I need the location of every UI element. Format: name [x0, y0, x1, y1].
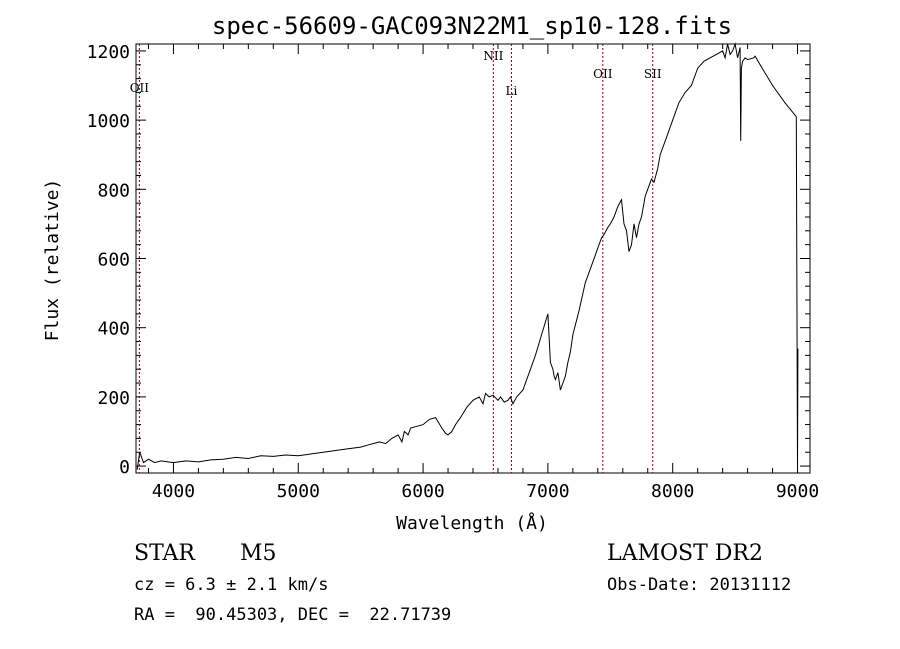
spectrum-line [136, 42, 799, 470]
y-tick-label: 1200 [87, 42, 130, 63]
plot-frame [135, 43, 811, 474]
object-class: STAR [134, 541, 196, 566]
y-tick-label: 1000 [87, 111, 130, 132]
line-marker-label: Li [506, 84, 518, 98]
line-marker-label: NII [483, 49, 503, 63]
line-marker-label: OII [130, 81, 150, 95]
y-axis-label: Flux (relative) [42, 179, 63, 342]
y-tick-label: 600 [97, 250, 130, 271]
plot-border [135, 43, 811, 474]
x-tick-label: 8000 [651, 481, 694, 502]
chart-title: spec-56609-GAC093N22M1_sp10-128.fits [212, 12, 732, 40]
x-tick-label: 6000 [401, 481, 444, 502]
x-tick-label: 5000 [277, 481, 320, 502]
x-axis-label: Wavelength (Å) [396, 512, 548, 534]
y-tick-label: 0 [119, 457, 130, 478]
x-tick-label: 9000 [776, 481, 819, 502]
observation-date: Obs-Date: 20131112 [607, 575, 791, 595]
cz-value: cz = 6.3 ± 2.1 km/s [134, 575, 328, 595]
ra-dec-coordinates: RA = 90.45303, DEC = 22.71739 [134, 605, 451, 625]
y-tick-label: 200 [97, 388, 130, 409]
line-marker-label: OII [593, 67, 613, 81]
x-tick-label: 7000 [526, 481, 569, 502]
survey-name: LAMOST DR2 [607, 541, 763, 566]
x-tick-label: 4000 [152, 481, 195, 502]
y-tick-label: 400 [97, 319, 130, 340]
y-tick-label: 800 [97, 180, 130, 201]
line-marker-label: SII [644, 67, 662, 81]
object-subclass: M5 [240, 541, 277, 566]
axis-ticks: 4000 5000 6000 7000 8000 9000 0 200 400 600 800 100… [87, 42, 820, 502]
line-markers: OII NII Li OII SII [130, 44, 662, 473]
